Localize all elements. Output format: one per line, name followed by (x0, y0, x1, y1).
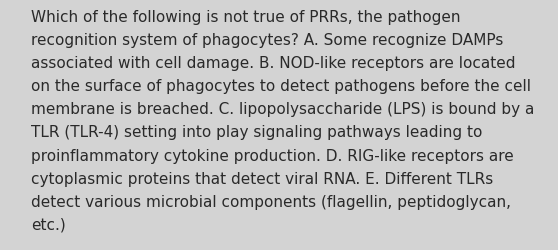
Text: etc.): etc.) (31, 217, 65, 232)
Text: detect various microbial components (flagellin, peptidoglycan,: detect various microbial components (fla… (31, 194, 511, 209)
Text: TLR (TLR-4) setting into play signaling pathways leading to: TLR (TLR-4) setting into play signaling … (31, 125, 482, 140)
Text: Which of the following is not true of PRRs, the pathogen: Which of the following is not true of PR… (31, 10, 460, 25)
Text: on the surface of phagocytes to detect pathogens before the cell: on the surface of phagocytes to detect p… (31, 79, 531, 94)
Text: cytoplasmic proteins that detect viral RNA. E. Different TLRs: cytoplasmic proteins that detect viral R… (31, 171, 493, 186)
Text: proinflammatory cytokine production. D. RIG-like receptors are: proinflammatory cytokine production. D. … (31, 148, 513, 163)
Text: associated with cell damage. B. NOD-like receptors are located: associated with cell damage. B. NOD-like… (31, 56, 515, 71)
Text: membrane is breached. C. lipopolysaccharide (LPS) is bound by a: membrane is breached. C. lipopolysacchar… (31, 102, 534, 117)
Text: recognition system of phagocytes? A. Some recognize DAMPs: recognition system of phagocytes? A. Som… (31, 33, 503, 48)
